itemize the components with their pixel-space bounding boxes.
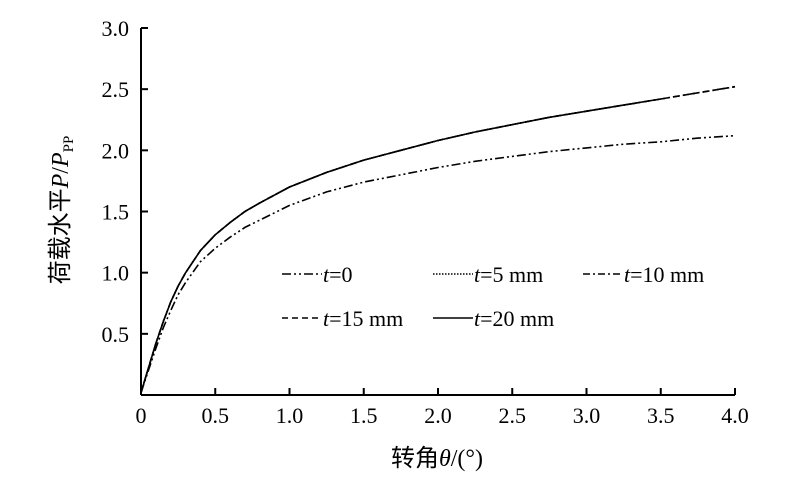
x-tick-label: 3.0 <box>573 403 601 428</box>
series-line-3 <box>140 85 736 393</box>
x-tick-label: 2.5 <box>499 403 527 428</box>
x-tick-label: 1.0 <box>276 403 304 428</box>
plot-lines <box>140 85 736 393</box>
x-tick-label: 2.0 <box>424 403 452 428</box>
y-tick-label: 2.5 <box>102 77 130 102</box>
legend-label-3: t=10 mm <box>624 262 704 287</box>
legend-label-1: t=0 <box>323 262 353 287</box>
x-tick-label: 4.0 <box>721 403 749 428</box>
x-tick-label: 0.5 <box>202 403 230 428</box>
legend: t=0 t=5 mm t=10 mm t=15 mm t=20 mm <box>282 262 704 331</box>
x-tick-label: 0 <box>136 403 147 428</box>
y-tick-label: 0.5 <box>102 322 130 347</box>
y-axis-label: 荷载水平P/PPP <box>47 136 77 285</box>
y-tick-label: 1.0 <box>102 261 130 286</box>
y-tick-label: 2.0 <box>102 138 130 163</box>
legend-label-2: t=5 mm <box>474 262 543 287</box>
series-line-2 <box>140 116 550 393</box>
y-ticks: 0.5 1.0 1.5 2.0 2.5 3.0 <box>102 16 148 347</box>
series-line-1 <box>140 134 736 393</box>
x-ticks: 0 0.5 1.0 1.5 2.0 2.5 3.0 3.5 4.0 <box>136 388 749 428</box>
y-tick-label: 3.0 <box>102 16 130 41</box>
y-tick-label: 1.5 <box>102 200 130 225</box>
x-tick-label: 3.5 <box>647 403 675 428</box>
series-line-4 <box>140 85 736 393</box>
x-tick-label: 1.5 <box>350 403 378 428</box>
series-line-5 <box>140 98 661 393</box>
x-axis-label: 转角θ/(°) <box>391 445 483 472</box>
legend-label-5: t=20 mm <box>474 306 554 331</box>
legend-label-4: t=15 mm <box>323 306 403 331</box>
